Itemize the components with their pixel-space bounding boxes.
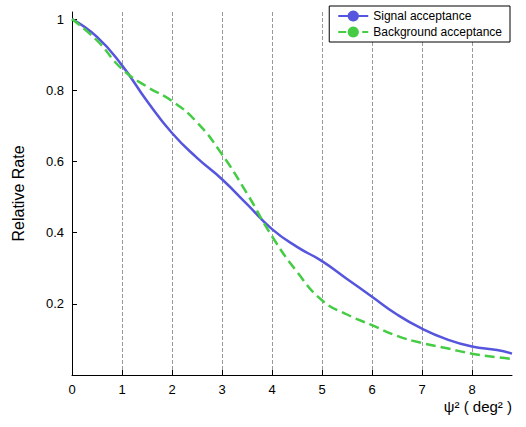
svg-text:1: 1 — [118, 382, 125, 397]
svg-text:5: 5 — [318, 382, 325, 397]
svg-text:0.4: 0.4 — [46, 225, 64, 240]
svg-text:8: 8 — [468, 382, 475, 397]
svg-text:1: 1 — [57, 12, 64, 27]
svg-text:3: 3 — [218, 382, 225, 397]
svg-text:0.2: 0.2 — [46, 296, 64, 311]
svg-text:0: 0 — [68, 382, 75, 397]
svg-text:4: 4 — [268, 382, 275, 397]
svg-text:Background acceptance: Background acceptance — [373, 25, 502, 39]
svg-text:ψ² ( deg² ): ψ² ( deg² ) — [444, 398, 512, 415]
svg-text:6: 6 — [368, 382, 375, 397]
svg-text:0.8: 0.8 — [46, 83, 64, 98]
svg-text:Signal acceptance: Signal acceptance — [373, 9, 471, 23]
svg-text:7: 7 — [418, 382, 425, 397]
svg-text:2: 2 — [168, 382, 175, 397]
svg-text:0.6: 0.6 — [46, 154, 64, 169]
svg-text:Relative Rate: Relative Rate — [10, 145, 27, 241]
